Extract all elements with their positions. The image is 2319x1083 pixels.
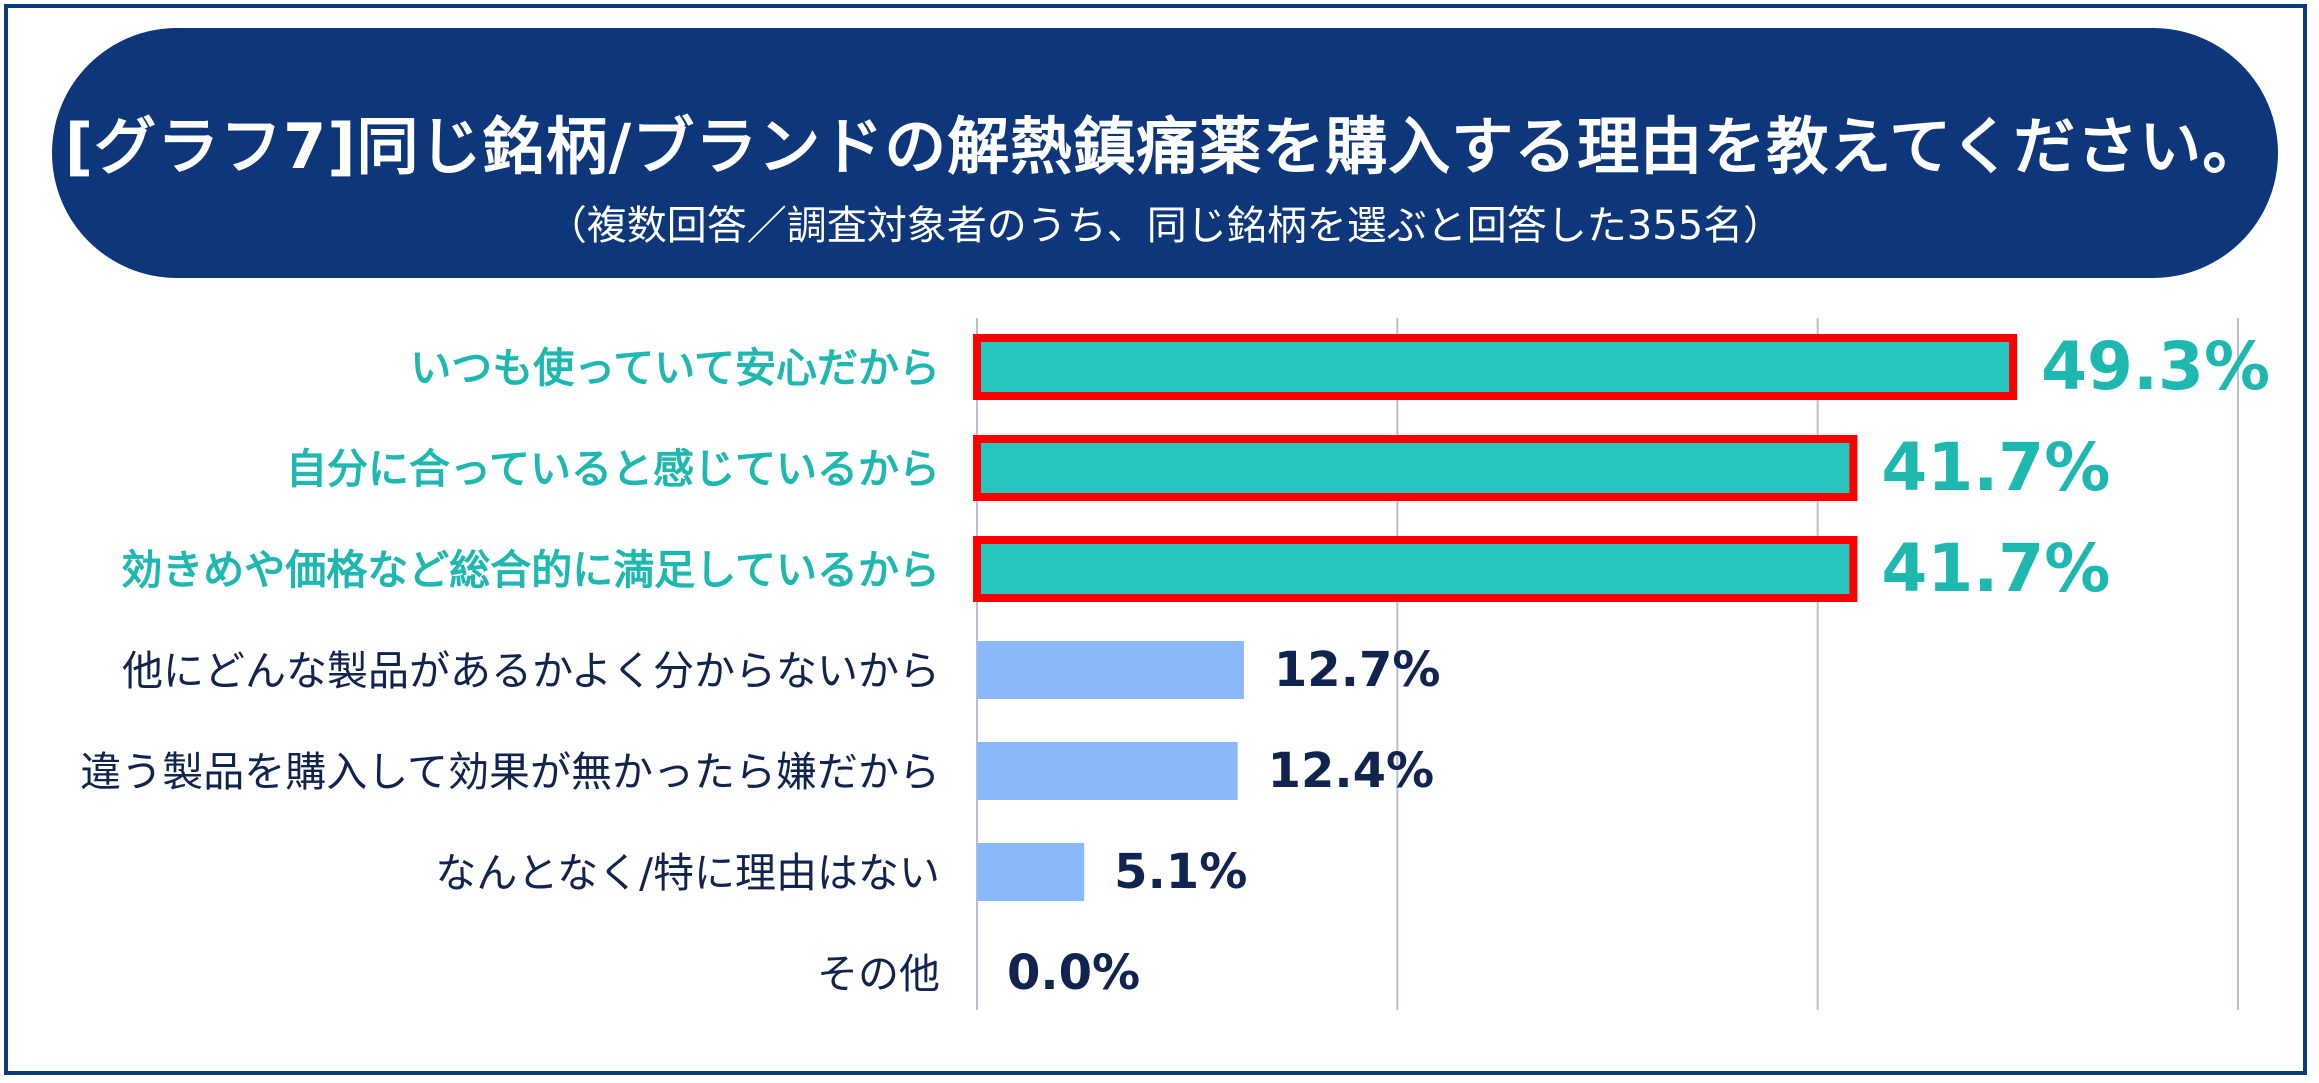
value-label: 12.4% [1268, 743, 1435, 799]
value-label: 0.0% [1007, 945, 1140, 1001]
bar [977, 742, 1238, 800]
category-label: 自分に合っていると感じているから [286, 445, 940, 493]
category-label: 他にどんな製品があるかよく分からないから [122, 647, 940, 695]
value-label: 41.7% [1881, 530, 2110, 607]
value-label: 49.3% [2041, 328, 2270, 405]
value-labels: 49.3% 41.7% 41.7% 12.7% 12.4% 5.1% 0.0% [1007, 328, 2270, 1001]
category-label: 違う製品を購入して効果が無かったら嫌だから [80, 748, 940, 796]
value-label: 41.7% [1881, 429, 2110, 506]
bar [973, 536, 1858, 602]
bars [973, 334, 2018, 901]
category-label: その他 [817, 950, 940, 998]
bar [973, 334, 2018, 400]
bar [977, 641, 1244, 699]
value-label: 12.7% [1274, 642, 1441, 698]
category-labels: いつも使っていて安心だから自分に合っていると感じているから効きめや価格など総合的… [80, 344, 940, 998]
bar [977, 843, 1085, 901]
category-label: いつも使っていて安心だから [410, 344, 940, 392]
category-label: 効きめや価格など総合的に満足しているから [121, 546, 940, 594]
chart-subtitle: （複数回答／調査対象者のうち、同じ銘柄を選ぶと回答した355名） [546, 203, 1784, 249]
value-label: 5.1% [1114, 844, 1247, 900]
category-label: なんとなく/特に理由はない [435, 849, 940, 897]
chart-title: [グラフ7]同じ銘柄/ブランドの解熱鎮痛薬を購入する理由を教えてください。 [64, 110, 2266, 183]
chart-header: [グラフ7]同じ銘柄/ブランドの解熱鎮痛薬を購入する理由を教えてください。 （複… [52, 28, 2278, 278]
bar [973, 435, 1858, 501]
